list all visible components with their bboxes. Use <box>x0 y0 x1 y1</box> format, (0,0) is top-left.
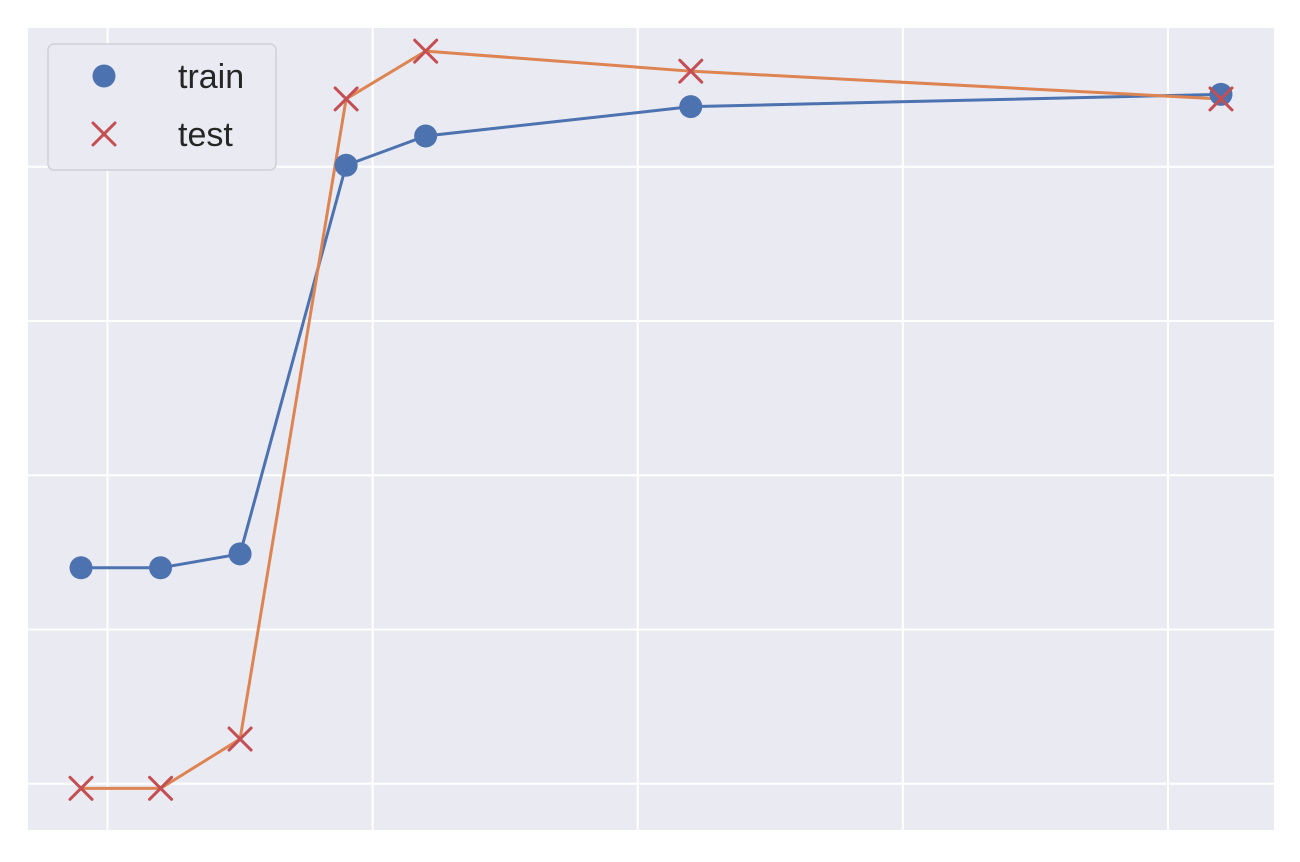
legend-test-x-mark <box>91 121 117 147</box>
legend-test-marker <box>91 121 117 147</box>
test-point-5 <box>678 58 704 84</box>
train-point-3 <box>334 153 358 177</box>
test-point-4 <box>413 38 439 64</box>
test-point-0 <box>68 775 94 801</box>
legend-test-label: test <box>178 116 233 154</box>
test-point-2 <box>227 726 253 752</box>
test-point-1 <box>148 775 174 801</box>
train-point-0 <box>69 556 93 580</box>
train-point-6 <box>1209 82 1233 106</box>
legend: train test <box>47 43 277 171</box>
test-point-6 <box>1208 86 1234 112</box>
train-point-4 <box>414 124 438 148</box>
train-point-5 <box>679 95 703 119</box>
legend-train-marker <box>92 64 116 88</box>
train-point-1 <box>149 556 173 580</box>
test-point-3 <box>333 86 359 112</box>
series-layer <box>68 38 1234 801</box>
train-point-2 <box>228 542 252 566</box>
legend-train-label: train <box>178 58 244 96</box>
